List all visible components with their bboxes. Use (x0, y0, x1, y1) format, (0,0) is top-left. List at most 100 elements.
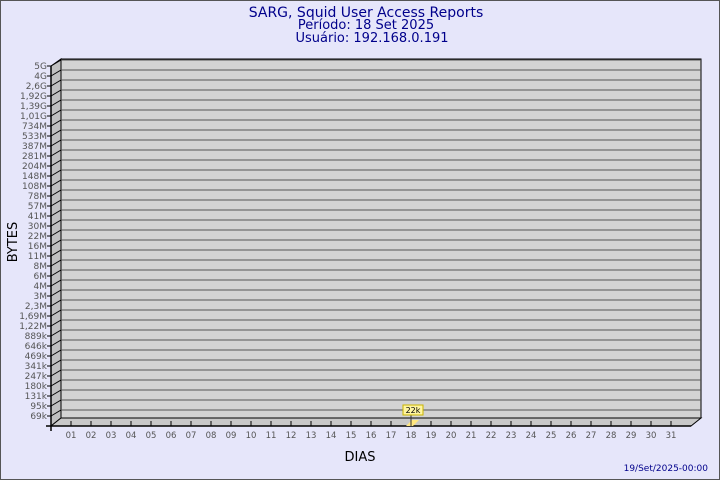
x-tick-label: 05 (146, 431, 157, 441)
x-tick-label: 23 (506, 431, 517, 441)
y-tick-slant (50, 219, 62, 227)
y-tick-slant (50, 409, 62, 417)
x-tick-label: 11 (266, 431, 277, 441)
y-tick-label: 3M (34, 292, 48, 302)
x-tick-label: 02 (86, 431, 97, 441)
x-tick-label: 15 (346, 431, 357, 441)
y-tick-label: 1,39G (20, 102, 47, 112)
y-tick-slant (50, 159, 62, 167)
y-tick-label: 2,3M (25, 302, 47, 312)
chart-period: Período: 18 Set 2025 (298, 18, 434, 33)
y-tick-label: 247k (25, 372, 48, 382)
y-tick-label: 148M (22, 172, 47, 182)
y-tick-label: 131k (25, 392, 48, 402)
y-tick-label: 734M (22, 122, 47, 132)
y-tick-label: 1,92G (20, 92, 47, 102)
y-tick-slant (50, 129, 62, 137)
x-tick-label: 28 (606, 431, 617, 441)
x-tick-label: 16 (366, 431, 377, 441)
chart-user: Usuário: 192.168.0.191 (295, 31, 448, 46)
x-tick-label: 29 (626, 431, 637, 441)
y-tick-label: 5G (34, 62, 47, 72)
x-tick-label: 19 (426, 431, 437, 441)
y-tick-label: 1,01G (20, 112, 47, 122)
y-tick-label: 1,22M (19, 322, 47, 332)
x-tick-label: 06 (166, 431, 177, 441)
y-tick-slant (50, 289, 62, 297)
y-tick-slant (50, 119, 62, 127)
x-tick-label: 25 (546, 431, 557, 441)
y-tick-slant (50, 169, 62, 177)
y-tick-label: 646k (25, 342, 48, 352)
y-tick-slant (50, 79, 62, 87)
y-tick-slant (50, 339, 62, 347)
y-tick-slant (50, 279, 62, 287)
y-tick-label: 1,69M (19, 312, 47, 322)
y-tick-label: 180k (25, 382, 48, 392)
y-tick-label: 2,6G (26, 82, 47, 92)
x-tick-label: 24 (526, 431, 537, 441)
y-tick-label: 533M (22, 132, 47, 142)
y-tick-label: 57M (28, 202, 47, 212)
x-tick-label: 07 (186, 431, 197, 441)
y-tick-label: 281M (22, 152, 47, 162)
y-tick-label: 16M (28, 242, 47, 252)
y-tick-slant (50, 59, 62, 67)
y-tick-label: 78M (28, 192, 47, 202)
y-tick-slant (50, 149, 62, 157)
y-tick-slant (50, 369, 62, 377)
y-tick-slant (50, 89, 62, 97)
y-tick-label: 341k (25, 362, 48, 372)
x-tick-label: 12 (286, 431, 297, 441)
plot-floor (49, 417, 703, 427)
y-tick-label: 469k (25, 352, 48, 362)
bar-data-label: 22k (406, 406, 421, 415)
y-tick-slant (50, 239, 62, 247)
y-tick-label: 108M (22, 182, 47, 192)
plot-back-wall (60, 58, 702, 419)
y-tick-slant (50, 109, 62, 117)
y-tick-slant (50, 319, 62, 327)
y-tick-slant (50, 179, 62, 187)
y-axis-label: BYTES (6, 222, 21, 263)
bar-18 (406, 420, 419, 426)
y-tick-slant (50, 229, 62, 237)
y-tick-slant (50, 399, 62, 407)
y-tick-slant (50, 69, 62, 77)
x-tick-label: 17 (386, 431, 397, 441)
y-tick-slant (50, 349, 62, 357)
footer-timestamp: 19/Set/2025-00:00 (624, 464, 709, 474)
y-tick-slant (50, 209, 62, 217)
x-tick-label: 21 (466, 431, 477, 441)
x-tick-label: 27 (586, 431, 597, 441)
y-tick-label: 6M (34, 272, 48, 282)
y-tick-slant (50, 249, 62, 257)
y-tick-slant (50, 359, 62, 367)
bar-label-box (402, 404, 424, 416)
x-tick-label: 13 (306, 431, 317, 441)
y-tick-label: 387M (22, 142, 47, 152)
x-tick-label: 03 (106, 431, 117, 441)
x-tick-label: 04 (126, 431, 137, 441)
chart-title: SARG, Squid User Access Reports (249, 5, 484, 21)
y-tick-slant (50, 269, 62, 277)
y-tick-slant (50, 299, 62, 307)
x-tick-label: 08 (206, 431, 217, 441)
y-tick-slant (50, 309, 62, 317)
x-tick-label: 20 (446, 431, 457, 441)
y-tick-label: 204M (22, 162, 47, 172)
y-tick-slant (50, 99, 62, 107)
y-tick-slant (50, 259, 62, 267)
y-tick-slant (50, 389, 62, 397)
y-tick-slant (50, 329, 62, 337)
y-tick-slant (50, 189, 62, 197)
x-tick-label: 22 (486, 431, 497, 441)
x-tick-label: 10 (246, 431, 257, 441)
y-tick-label: 889k (25, 332, 48, 342)
y-tick-slant (50, 379, 62, 387)
x-axis-label: DIAS (345, 450, 376, 465)
x-tick-label: 01 (66, 431, 77, 441)
y-tick-slant (50, 199, 62, 207)
y-tick-label: 41M (28, 212, 47, 222)
